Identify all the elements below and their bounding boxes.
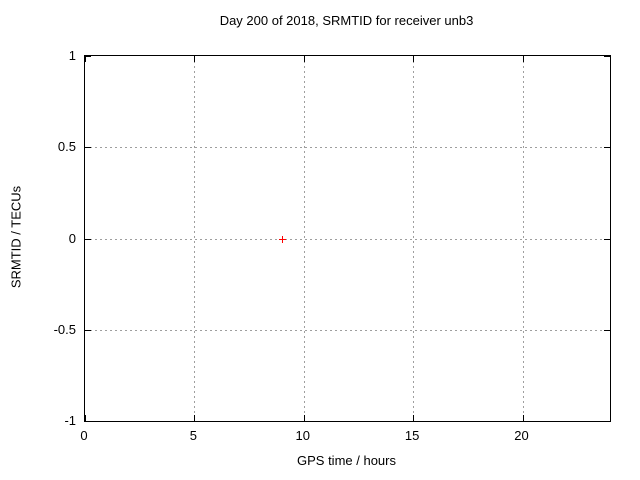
chart-title: Day 200 of 2018, SRMTID for receiver unb… (219, 13, 474, 28)
y-tick-label: 0.5 (57, 139, 76, 155)
y-axis-label: SRMTID / TECUs (8, 185, 24, 289)
x-tick-mark-top (522, 56, 524, 62)
y-tick-mark-right (604, 238, 610, 240)
y-tick-mark-left (85, 421, 91, 422)
y-tick-mark-left (85, 147, 91, 149)
x-tick-label: 5 (189, 428, 197, 443)
y-tick-label: 1 (68, 48, 76, 63)
x-tick-label: 10 (295, 428, 310, 443)
marker-vertical-stroke (281, 235, 283, 243)
y-tick-mark-right (604, 147, 610, 149)
y-tick-label: -0.5 (53, 321, 76, 337)
y-tick-label: 0 (68, 230, 76, 246)
x-tick-mark-bottom (413, 415, 415, 421)
y-tick-mark-left (85, 56, 91, 57)
x-tick-mark-top (413, 56, 415, 62)
x-tick-mark-bottom (303, 415, 305, 421)
plot-area (84, 55, 611, 422)
x-tick-mark-top (194, 56, 196, 62)
x-tick-mark-top (85, 56, 86, 62)
x-tick-mark-bottom (85, 415, 86, 421)
y-tick-mark-right (604, 56, 610, 57)
x-tick-label: 0 (80, 428, 88, 443)
x-axis-label: GPS time / hours (297, 453, 396, 468)
x-tick-label: 15 (404, 428, 420, 443)
x-tick-mark-top (303, 56, 305, 62)
data-point-marker (278, 235, 286, 243)
y-gridline (85, 147, 610, 149)
y-gridline (85, 329, 610, 331)
y-tick-mark-left (85, 238, 91, 240)
y-tick-mark-right (604, 329, 610, 331)
y-tick-mark-left (85, 329, 91, 331)
y-gridline (85, 238, 610, 240)
x-tick-label: 20 (514, 428, 529, 443)
x-tick-mark-bottom (194, 415, 196, 421)
y-tick-mark-right (604, 421, 610, 422)
x-tick-mark-bottom (522, 415, 524, 421)
y-tick-label: -1 (64, 413, 76, 428)
